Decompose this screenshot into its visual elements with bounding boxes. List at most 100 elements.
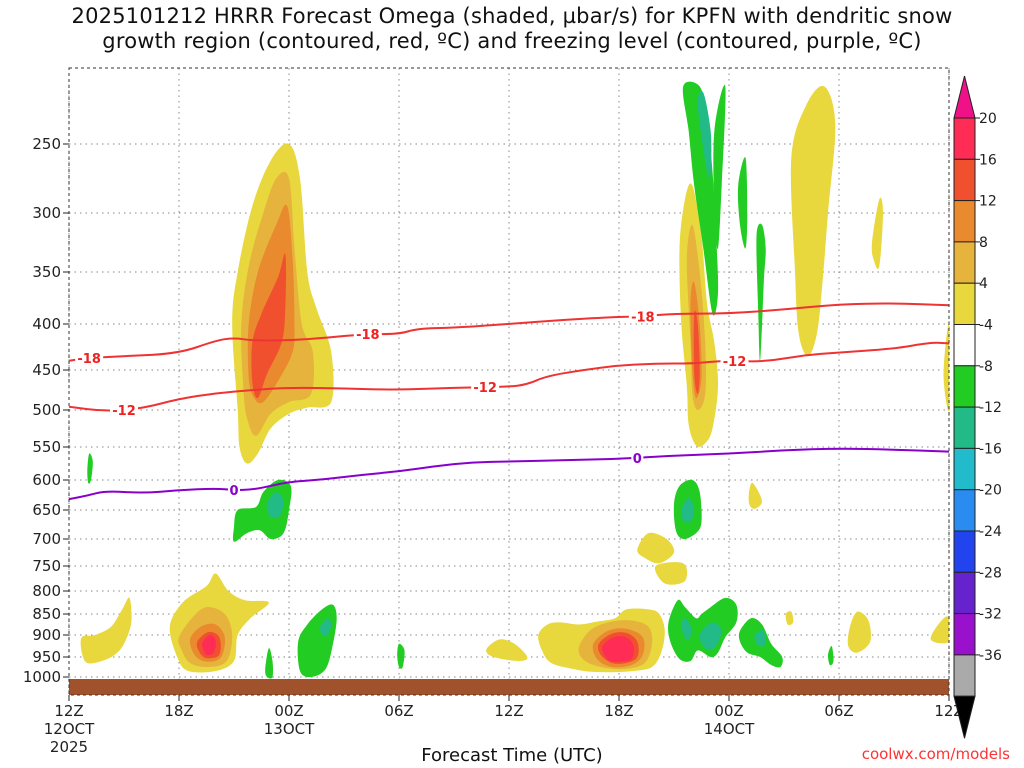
omega-region	[319, 618, 332, 636]
contour-label-bg	[471, 380, 500, 395]
colorbar-tick-label: 12	[979, 194, 997, 210]
y-tick-label: 500	[32, 401, 61, 419]
chart-title-line2: growth region (contoured, red, ºC) and f…	[102, 29, 922, 53]
y-tick-label: 850	[32, 605, 61, 623]
y-tick-label: 550	[32, 438, 61, 456]
contour-line-minus18	[69, 302, 949, 362]
contour-label-minus18: -18	[77, 352, 101, 367]
colorbar-tick-label: -16	[979, 441, 1002, 457]
colorbar-tick-label: 8	[979, 235, 988, 251]
y-tick-label: 650	[32, 501, 61, 519]
x-tick-label: 00Z	[714, 702, 743, 720]
omega-region	[756, 223, 766, 362]
omega-region	[693, 310, 700, 395]
y-tick-label: 350	[32, 263, 61, 281]
omega-region	[654, 562, 688, 585]
omega-region	[790, 85, 836, 357]
omega-region	[680, 498, 695, 523]
colorbar: 20 16 12 8 4 -4 -8 -12 -16 -20 -24 -28 -32 -36	[953, 75, 1002, 739]
chart-title-line1: 2025101212 HRRR Forecast Omega (shaded, …	[71, 4, 953, 28]
colorbar-bin	[953, 324, 976, 367]
omega-region	[266, 491, 284, 519]
omega-region	[943, 323, 949, 412]
contour-label-minus18: -18	[631, 310, 655, 325]
contour-label-zero: 0	[633, 452, 642, 467]
y-tick-label: 700	[32, 530, 61, 548]
colorbar-bin	[953, 406, 976, 449]
y-tick-label: 900	[32, 626, 61, 644]
y-tick-label: 600	[32, 471, 61, 489]
omega-region	[251, 253, 287, 399]
x-tick-date: 13OCT	[264, 720, 315, 738]
omega-region	[681, 618, 693, 640]
contour-label-bg	[228, 483, 240, 498]
contour-label-bg	[110, 403, 138, 417]
y-tick-label: 300	[32, 204, 61, 222]
x-tick-label: 18Z	[604, 702, 633, 720]
contour-label-zero: 0	[229, 484, 238, 499]
colorbar-bin	[953, 654, 976, 697]
colorbar-bin	[953, 613, 976, 656]
omega-region	[202, 634, 216, 656]
credit-text: coolwx.com/models	[861, 745, 1010, 763]
contour-label-minus18: -18	[356, 328, 380, 343]
y-tick-label: 950	[32, 648, 61, 666]
contour-label-bg	[353, 327, 382, 342]
omega-region	[737, 157, 748, 249]
contour-label-bg	[720, 353, 749, 368]
x-tick-date: 12OCT	[44, 720, 95, 738]
y-tick-label: 1000	[23, 668, 61, 686]
colorbar-tick-label: 4	[979, 276, 988, 292]
y-tick-label: 400	[32, 315, 61, 333]
contour-label-bg	[628, 309, 657, 324]
temperature-contours: -18 -18 -18 -12 -12 -12 0 0	[69, 302, 949, 501]
colorbar-tick-label: -4	[979, 318, 993, 334]
y-tick-label: 800	[32, 582, 61, 600]
omega-region	[699, 622, 722, 651]
omega-region	[827, 645, 834, 666]
omega-region	[637, 532, 675, 564]
omega-region	[847, 611, 872, 653]
chart-title: 2025101212 HRRR Forecast Omega (shaded, …	[0, 4, 1024, 54]
omega-region	[397, 643, 405, 669]
colorbar-tick-label: -24	[979, 524, 1002, 540]
contour-label-bg	[631, 450, 644, 465]
colorbar-bin	[953, 530, 976, 573]
contour-label-minus12: -12	[723, 355, 747, 370]
omega-region	[871, 197, 883, 270]
colorbar-bin	[953, 241, 976, 284]
x-tick-label: 00Z	[274, 702, 303, 720]
omega-region	[80, 597, 132, 664]
omega-region	[754, 629, 766, 647]
y-tick-label: 450	[32, 361, 61, 379]
x-tick-label: 12Z	[54, 702, 83, 720]
colorbar-bin	[953, 158, 976, 202]
colorbar-tick-label: -36	[979, 648, 1002, 664]
colorbar-tick-label: -8	[979, 359, 993, 375]
colorbar-bin	[953, 282, 976, 326]
colorbar-bin	[953, 447, 976, 491]
omega-region	[697, 91, 712, 179]
colorbar-tick-label: 16	[979, 152, 997, 168]
contour-label-minus12: -12	[473, 381, 497, 396]
colorbar-bin	[953, 200, 976, 243]
x-tick-date: 14OCT	[704, 720, 755, 738]
omega-region	[785, 611, 794, 626]
colorbar-tick-label: -28	[979, 565, 1002, 581]
contour-label-bg	[75, 350, 104, 365]
x-tick-label: 18Z	[164, 702, 193, 720]
omega-region	[265, 648, 274, 679]
colorbar-bottom-triangle	[953, 695, 976, 739]
omega-region	[713, 84, 726, 250]
y-tick-label: 750	[32, 557, 61, 575]
contour-label-minus12: -12	[112, 404, 136, 419]
x-tick-label: 06Z	[824, 702, 853, 720]
x-tick-year: 2025	[50, 738, 88, 756]
colorbar-bin	[953, 117, 976, 160]
omega-region	[486, 639, 528, 662]
omega-region	[930, 616, 949, 644]
colorbar-top-triangle	[953, 75, 976, 119]
contour-line-zero	[69, 447, 949, 501]
